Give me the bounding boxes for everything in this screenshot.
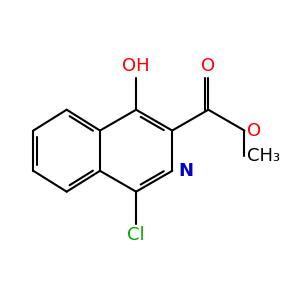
Text: O: O [201, 57, 215, 75]
Text: CH₃: CH₃ [247, 147, 280, 165]
Text: OH: OH [122, 57, 150, 75]
Text: O: O [247, 122, 261, 140]
Text: Cl: Cl [127, 226, 145, 244]
Text: N: N [178, 162, 193, 180]
